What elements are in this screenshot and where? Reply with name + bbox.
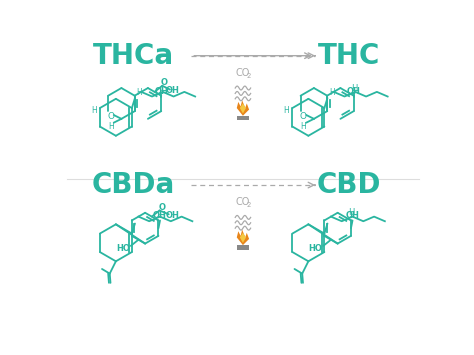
Text: H: H xyxy=(329,88,335,97)
Text: H: H xyxy=(351,83,357,93)
Text: HO: HO xyxy=(116,245,130,253)
Text: THCa: THCa xyxy=(93,42,174,70)
Text: HO: HO xyxy=(309,245,322,253)
Text: OH: OH xyxy=(166,86,180,95)
Text: OH: OH xyxy=(346,211,359,220)
Text: CO: CO xyxy=(236,68,250,78)
Text: O: O xyxy=(158,203,165,212)
Polygon shape xyxy=(237,100,249,116)
Text: O: O xyxy=(300,112,307,121)
Polygon shape xyxy=(237,230,249,245)
Text: H: H xyxy=(300,122,306,131)
Text: O: O xyxy=(161,78,168,87)
Text: OH: OH xyxy=(347,87,361,96)
Text: OH: OH xyxy=(153,211,167,220)
Text: 2: 2 xyxy=(247,73,251,79)
Text: OH: OH xyxy=(165,211,180,220)
Text: THC: THC xyxy=(318,42,380,70)
Text: H: H xyxy=(137,88,142,97)
Text: OH: OH xyxy=(155,87,168,96)
Bar xyxy=(237,245,249,250)
Bar xyxy=(237,116,249,120)
Text: H: H xyxy=(348,208,355,217)
Text: H: H xyxy=(91,106,97,115)
Text: H: H xyxy=(108,122,113,131)
Text: CO: CO xyxy=(236,197,250,207)
Text: H: H xyxy=(283,106,289,115)
Text: 2: 2 xyxy=(247,202,251,208)
Polygon shape xyxy=(240,103,246,114)
Text: CBD: CBD xyxy=(317,171,382,199)
Text: O: O xyxy=(108,112,114,121)
Polygon shape xyxy=(240,233,246,243)
Text: CBDa: CBDa xyxy=(92,171,175,199)
